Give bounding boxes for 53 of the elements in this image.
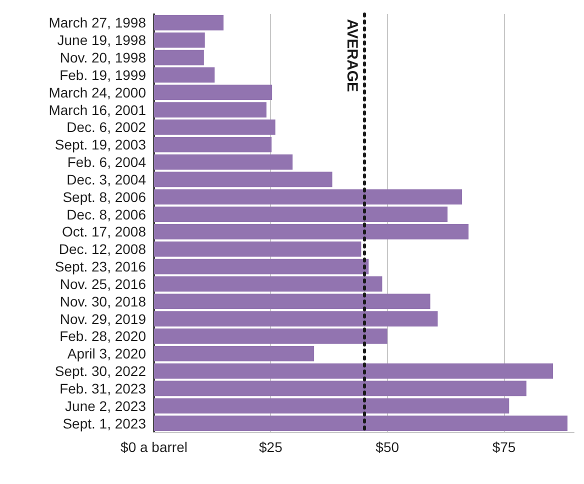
- y-tick-label: Nov. 25, 2016: [60, 276, 146, 292]
- y-tick-label: Dec. 3, 2004: [66, 171, 146, 188]
- bar: [154, 398, 510, 414]
- bar: [154, 294, 430, 310]
- bar: [154, 276, 382, 292]
- y-tick-label: Feb. 31, 2023: [60, 380, 146, 396]
- y-tick-label: June 2, 2023: [65, 398, 146, 414]
- y-tick-label: Feb. 6, 2004: [67, 154, 146, 170]
- bar: [154, 328, 388, 344]
- bar: [154, 206, 448, 222]
- bar: [154, 32, 205, 48]
- bar: [154, 416, 568, 431]
- y-tick-label: Sept. 23, 2016: [54, 258, 146, 275]
- bar: [154, 136, 272, 152]
- y-tick-label: Nov. 30, 2018: [60, 293, 146, 310]
- ref-line-label: AVERAGE: [343, 19, 360, 92]
- bar: [154, 67, 215, 83]
- y-tick-label: Sept. 19, 2003: [54, 136, 146, 153]
- y-tick-label: Feb. 19, 1999: [60, 66, 146, 83]
- y-tick-label: June 19, 1998: [57, 32, 146, 48]
- x-tick-label: $0 a barrel: [120, 439, 188, 455]
- bar: [154, 154, 293, 170]
- bar: [154, 172, 332, 188]
- y-tick-label: March 27, 1998: [48, 14, 146, 31]
- x-tick-label: $50: [376, 439, 400, 455]
- bar: [154, 380, 526, 396]
- bar: [154, 311, 438, 326]
- y-tick-label: Nov. 20, 1998: [60, 50, 146, 66]
- y-tick-label: Dec. 6, 2002: [66, 119, 146, 136]
- bar: [154, 120, 276, 135]
- y-tick-label: Dec. 12, 2008: [58, 241, 146, 258]
- bar: [154, 15, 224, 30]
- y-tick-label: Sept. 1, 2023: [62, 415, 146, 432]
- bar: [154, 363, 553, 379]
- x-tick-label: $75: [492, 439, 516, 455]
- y-tick-label: Oct. 17, 2008: [62, 224, 146, 240]
- y-tick-label: Dec. 8, 2006: [66, 206, 146, 222]
- y-tick-label: Sept. 8, 2006: [62, 188, 146, 205]
- y-tick-label: Nov. 29, 2019: [60, 310, 146, 327]
- y-tick-label: March 16, 2001: [48, 102, 146, 118]
- bar: [154, 258, 369, 274]
- bar: [154, 241, 362, 257]
- bar: [154, 102, 266, 118]
- bar: [154, 189, 462, 205]
- x-tick-label: $25: [258, 439, 283, 455]
- y-tick-label: April 3, 2020: [67, 346, 146, 362]
- bar: [154, 50, 204, 66]
- bar: [154, 346, 314, 362]
- bar: [154, 84, 272, 100]
- bar: [154, 224, 469, 240]
- y-tick-label: March 24, 2000: [48, 84, 146, 100]
- y-tick-label: Feb. 28, 2020: [60, 328, 146, 344]
- y-tick-label: Sept. 30, 2022: [54, 363, 146, 380]
